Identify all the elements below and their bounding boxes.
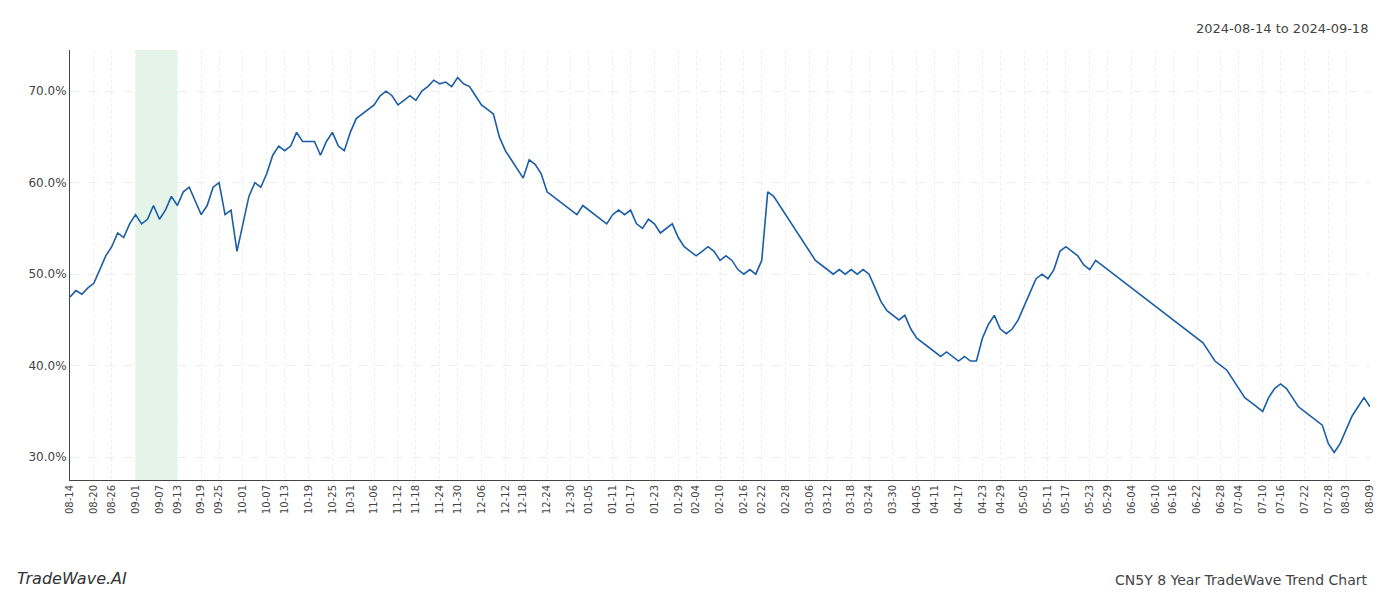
- svg-text:30.0%: 30.0%: [28, 450, 66, 464]
- svg-text:05-29: 05-29: [1102, 485, 1113, 514]
- svg-text:10-07: 10-07: [261, 485, 272, 514]
- svg-text:70.0%: 70.0%: [28, 84, 66, 98]
- svg-text:09-07: 09-07: [154, 485, 165, 514]
- svg-text:02-10: 02-10: [714, 485, 725, 514]
- svg-text:60.0%: 60.0%: [28, 176, 66, 190]
- svg-text:03-18: 03-18: [845, 485, 856, 514]
- svg-text:TradeWave.AI: TradeWave.AI: [17, 569, 127, 588]
- svg-text:05-05: 05-05: [1018, 485, 1029, 514]
- svg-text:12-12: 12-12: [500, 485, 511, 514]
- svg-text:40.0%: 40.0%: [28, 359, 66, 373]
- svg-text:04-05: 04-05: [911, 485, 922, 514]
- svg-text:02-16: 02-16: [738, 485, 749, 514]
- svg-text:07-22: 07-22: [1299, 485, 1310, 514]
- svg-text:11-30: 11-30: [452, 485, 463, 514]
- svg-text:03-30: 03-30: [887, 485, 898, 514]
- svg-text:01-11: 01-11: [607, 485, 618, 514]
- svg-text:10-31: 10-31: [345, 485, 356, 514]
- svg-text:05-11: 05-11: [1042, 485, 1053, 514]
- svg-text:04-29: 04-29: [995, 485, 1006, 514]
- svg-text:08-09: 08-09: [1364, 485, 1375, 514]
- svg-text:07-10: 07-10: [1257, 485, 1268, 514]
- svg-text:01-29: 01-29: [673, 485, 684, 514]
- svg-text:10-01: 10-01: [237, 485, 248, 514]
- svg-text:12-06: 12-06: [476, 485, 487, 514]
- svg-text:CN5Y 8 Year TradeWave Trend Ch: CN5Y 8 Year TradeWave Trend Chart: [1115, 572, 1368, 588]
- svg-text:09-01: 09-01: [130, 485, 141, 514]
- svg-text:06-28: 06-28: [1215, 485, 1226, 514]
- svg-text:50.0%: 50.0%: [28, 267, 66, 281]
- svg-text:03-12: 03-12: [822, 485, 833, 514]
- svg-text:03-06: 03-06: [804, 485, 815, 514]
- svg-text:06-16: 06-16: [1167, 485, 1178, 514]
- svg-text:01-05: 01-05: [583, 485, 594, 514]
- svg-text:10-25: 10-25: [327, 485, 338, 514]
- svg-text:06-04: 06-04: [1126, 485, 1137, 514]
- svg-text:04-11: 04-11: [929, 485, 940, 514]
- svg-text:04-17: 04-17: [953, 485, 964, 514]
- svg-text:05-23: 05-23: [1084, 485, 1095, 514]
- svg-text:03-24: 03-24: [863, 485, 874, 514]
- svg-text:01-23: 01-23: [649, 485, 660, 514]
- svg-text:02-22: 02-22: [756, 485, 767, 514]
- svg-text:06-10: 06-10: [1150, 485, 1161, 514]
- svg-text:04-23: 04-23: [977, 485, 988, 514]
- svg-text:11-18: 11-18: [410, 485, 421, 514]
- svg-text:02-28: 02-28: [780, 485, 791, 514]
- svg-text:09-25: 09-25: [213, 485, 224, 514]
- svg-text:07-28: 07-28: [1323, 485, 1334, 514]
- svg-text:08-26: 08-26: [106, 485, 117, 514]
- svg-text:08-20: 08-20: [88, 485, 99, 514]
- svg-text:12-30: 12-30: [565, 485, 576, 514]
- svg-text:08-03: 08-03: [1340, 485, 1351, 514]
- svg-text:12-18: 12-18: [517, 485, 528, 514]
- svg-text:07-16: 07-16: [1275, 485, 1286, 514]
- svg-text:05-17: 05-17: [1060, 485, 1071, 514]
- svg-text:11-12: 11-12: [392, 485, 403, 514]
- svg-text:12-24: 12-24: [541, 485, 552, 514]
- svg-text:08-14: 08-14: [64, 485, 75, 514]
- svg-text:06-22: 06-22: [1191, 485, 1202, 514]
- svg-text:10-19: 10-19: [303, 485, 314, 514]
- svg-text:02-04: 02-04: [690, 485, 701, 514]
- svg-text:07-04: 07-04: [1233, 485, 1244, 514]
- svg-text:11-06: 11-06: [368, 485, 379, 514]
- svg-text:10-13: 10-13: [279, 485, 290, 514]
- svg-text:01-17: 01-17: [625, 485, 636, 514]
- svg-text:09-19: 09-19: [195, 485, 206, 514]
- svg-text:09-13: 09-13: [172, 485, 183, 514]
- svg-text:2024-08-14 to 2024-09-18: 2024-08-14 to 2024-09-18: [1196, 21, 1368, 36]
- svg-text:11-24: 11-24: [434, 485, 445, 514]
